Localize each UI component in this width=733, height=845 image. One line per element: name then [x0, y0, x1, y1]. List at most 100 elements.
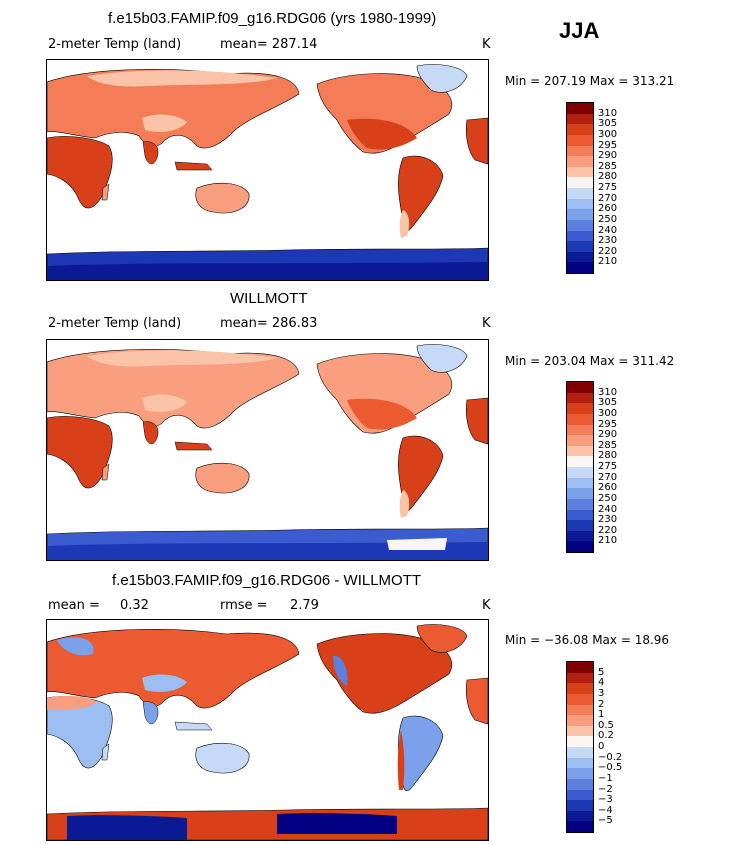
colorbar-tick-label: −3	[598, 794, 613, 806]
landmass-europe-wrap	[465, 397, 488, 445]
landmass-australia	[195, 182, 250, 214]
landmass-siberia	[87, 350, 277, 367]
colorbar-swatch	[567, 134, 593, 146]
landmass-greenland	[416, 64, 468, 93]
colorbar-swatch	[567, 477, 593, 489]
colorbar-tick-label: 3	[598, 687, 605, 699]
panel-1-map	[46, 59, 489, 281]
colorbar-tick-label: 285	[598, 160, 618, 172]
colorbar-tick-label: 300	[598, 128, 618, 140]
colorbar-tick-label: 260	[598, 482, 618, 494]
colorbar-swatch	[567, 488, 593, 500]
colorbar-swatch	[567, 704, 593, 716]
colorbar-tick-label: 270	[598, 192, 618, 204]
panel-3-units: K	[482, 598, 491, 613]
colorbar-swatch	[567, 445, 593, 457]
antarctica-blue-west	[67, 815, 187, 840]
colorbar-tick-label: 2	[598, 698, 605, 710]
landmass-africa-north	[47, 695, 97, 710]
colorbar-swatch	[567, 124, 593, 136]
colorbar-swatch	[567, 145, 593, 157]
colorbar-tick-label: 270	[598, 471, 618, 483]
landmass-patagonia	[399, 210, 410, 238]
colorbar-tick-label: 240	[598, 503, 618, 515]
landmass-rockies	[333, 655, 348, 686]
panel-1-units: K	[482, 37, 491, 52]
panel-3-title: f.e15b03.FAMIP.f09_g16.RDG06 - WILLMOTT	[112, 572, 422, 589]
colorbar-tick-label: 300	[598, 407, 618, 419]
panel-3-mean-label: mean =	[48, 598, 100, 613]
panel-1-colorbar	[566, 102, 594, 274]
colorbar-swatch	[567, 166, 593, 178]
landmass-australia	[195, 742, 250, 774]
landmass-madagascar	[101, 463, 110, 481]
colorbar-swatch	[567, 241, 593, 253]
colorbar-tick-label: 295	[598, 139, 618, 151]
colorbar-swatch	[567, 725, 593, 737]
colorbar-swatch	[567, 715, 593, 727]
colorbar-swatch	[567, 456, 593, 468]
colorbar-swatch	[567, 810, 593, 822]
landmass-madagascar	[101, 743, 110, 761]
landmass-south-america	[398, 435, 444, 512]
colorbar-tick-label: −0.5	[598, 762, 623, 774]
panel-3-map-svg	[47, 624, 488, 840]
colorbar-tick-label: 0.2	[598, 730, 614, 742]
colorbar-tick-label: 220	[598, 245, 618, 257]
colorbar-swatch	[567, 683, 593, 695]
landmass-antarctica-interior	[47, 262, 488, 280]
landmass-africa	[47, 696, 113, 769]
colorbar-tick-label: 240	[598, 224, 618, 236]
colorbar-swatch	[567, 541, 593, 553]
landmass-africa	[47, 416, 113, 489]
landmass-indonesia	[174, 161, 213, 171]
colorbar-tick-label: −0.2	[598, 751, 623, 763]
colorbar-swatch	[567, 188, 593, 199]
landmass-greenland	[416, 624, 468, 653]
colorbar-tick-label: 295	[598, 418, 618, 430]
colorbar-swatch	[567, 113, 593, 125]
landmass-indonesia	[174, 441, 213, 451]
colorbar-swatch	[567, 821, 593, 833]
colorbar-swatch	[567, 103, 593, 114]
landmass-tibet	[142, 114, 187, 132]
colorbar-swatch	[567, 736, 593, 748]
colorbar-tick-label: 260	[598, 203, 618, 215]
colorbar-swatch	[567, 662, 593, 673]
landmass-india	[142, 141, 159, 165]
colorbar-swatch	[567, 789, 593, 801]
landmass-andes	[397, 730, 405, 790]
panel-1-subtitle: 2-meter Temp (land)	[48, 37, 182, 52]
colorbar-tick-label: 275	[598, 182, 618, 193]
colorbar-swatch	[567, 768, 593, 780]
panel-3-rmse-value: 2.79	[290, 598, 319, 613]
colorbar-swatch	[567, 467, 593, 478]
colorbar-tick-label: 280	[598, 171, 618, 183]
colorbar-tick-label: 1	[598, 709, 605, 721]
colorbar-tick-label: 0	[598, 741, 605, 752]
colorbar-tick-label: 250	[598, 213, 618, 225]
colorbar-tick-label: 250	[598, 492, 618, 504]
colorbar-tick-label: 290	[598, 150, 618, 162]
colorbar-tick-label: −5	[598, 815, 613, 827]
colorbar-swatch	[567, 424, 593, 436]
landmass-india	[142, 701, 159, 725]
panel-2-units: K	[482, 316, 491, 331]
season-label: JJA	[559, 18, 600, 43]
colorbar-swatch	[567, 219, 593, 231]
colorbar-swatch	[567, 435, 593, 447]
colorbar-swatch	[567, 156, 593, 168]
colorbar-swatch	[567, 198, 593, 210]
landmass-europe-wrap	[465, 117, 488, 165]
colorbar-tick-label: 5	[598, 666, 605, 678]
colorbar-swatch	[567, 403, 593, 415]
panel-2-colorbar	[566, 381, 594, 553]
landmass-tibet	[142, 394, 187, 412]
panel-2-subtitle: 2-meter Temp (land)	[48, 316, 182, 331]
colorbar-tick-label: 230	[598, 514, 618, 526]
panel-3-rmse-label: rmse =	[220, 598, 268, 613]
colorbar-tick-label: 285	[598, 439, 618, 451]
colorbar-swatch	[567, 262, 593, 274]
landmass-patagonia	[399, 490, 410, 518]
panel-3-colorbar	[566, 661, 594, 833]
